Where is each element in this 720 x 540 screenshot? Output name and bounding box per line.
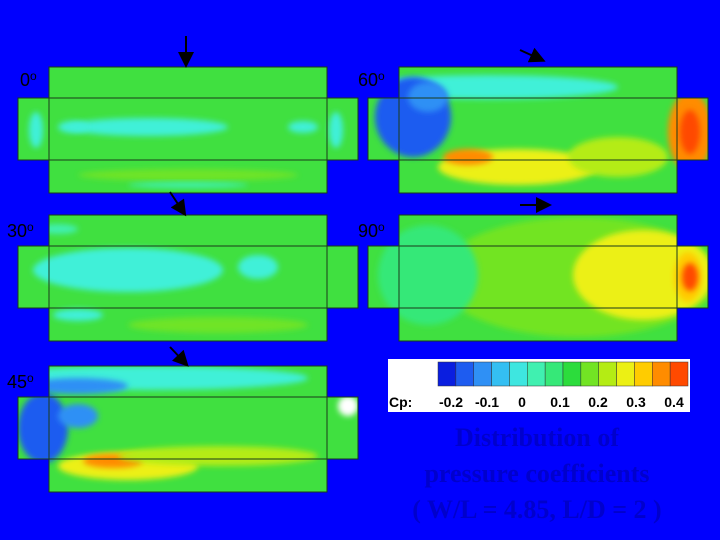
colorbar-band xyxy=(634,361,653,387)
angle-degree: o xyxy=(30,69,37,83)
colorbar-label: -0.2 xyxy=(439,394,463,410)
panel-edges xyxy=(398,245,678,309)
angle-value: 0 xyxy=(20,70,30,90)
angle-value: 45 xyxy=(7,372,27,392)
colorbar-band xyxy=(455,361,474,387)
contour-region xyxy=(288,121,318,133)
contour-region xyxy=(128,317,308,333)
colorbar-band xyxy=(669,361,689,387)
contour-region xyxy=(128,182,248,188)
colorbar-band xyxy=(544,361,564,387)
angle-label: 30o xyxy=(7,220,34,241)
colorbar-label: 0.4 xyxy=(664,394,684,410)
colorbar-band xyxy=(437,361,457,387)
angle-label: 90o xyxy=(358,220,385,241)
contour-region xyxy=(29,112,43,148)
colorbar-title: Cp: xyxy=(389,394,412,410)
colorbar-band xyxy=(652,361,671,387)
colorbar-band xyxy=(580,361,599,387)
colorbar-band xyxy=(491,361,510,387)
contour-region xyxy=(28,378,128,394)
panel-edges xyxy=(398,97,678,161)
contour-panel xyxy=(17,214,359,342)
contour-fill xyxy=(368,215,708,341)
contour-fill xyxy=(368,67,708,193)
contour-region xyxy=(78,169,298,181)
colorbar-band xyxy=(562,361,582,387)
contour-region xyxy=(58,121,88,133)
wind-arrow xyxy=(169,191,187,217)
angle-value: 90 xyxy=(358,221,378,241)
panel-edges xyxy=(48,97,328,161)
contour-region xyxy=(58,404,98,428)
contour-region xyxy=(329,112,343,148)
contour-region xyxy=(443,149,493,165)
contour-region xyxy=(378,225,478,325)
contour-region xyxy=(408,82,448,112)
contour-region xyxy=(33,248,223,292)
colorbar-band xyxy=(473,361,492,387)
caption-line: ( W/L = 4.85, L/D = 2 ) xyxy=(412,495,661,524)
angle-label: 45o xyxy=(7,371,34,392)
contour-region xyxy=(568,137,668,177)
angle-value: 30 xyxy=(7,221,27,241)
panel-edges xyxy=(48,396,328,460)
angle-value: 60 xyxy=(358,70,378,90)
contour-panel xyxy=(17,66,359,194)
contour-region xyxy=(573,230,708,320)
contour-region xyxy=(338,396,358,416)
contour-region xyxy=(18,393,68,463)
contour-region xyxy=(238,255,278,279)
caption-line: pressure coefficients xyxy=(424,459,649,488)
angle-label: 0o xyxy=(20,69,37,90)
colorbar-band xyxy=(509,361,528,387)
colorbar-band xyxy=(598,361,617,387)
wind-arrow xyxy=(169,346,189,367)
contour-region xyxy=(53,309,103,321)
angle-label: 60o xyxy=(358,69,385,90)
panel-edges xyxy=(48,245,328,309)
angle-degree: o xyxy=(27,220,34,234)
contour-region xyxy=(680,110,700,154)
colorbar-label: 0.2 xyxy=(588,394,608,410)
contour-panel xyxy=(367,214,709,342)
contour-panel xyxy=(17,365,359,493)
colorbar-band xyxy=(616,361,635,387)
angle-degree: o xyxy=(378,220,385,234)
colorbar-label: 0 xyxy=(518,394,526,410)
contour-region xyxy=(118,446,318,466)
contour-fill xyxy=(18,366,358,492)
angle-degree: o xyxy=(27,371,34,385)
contour-fill xyxy=(18,215,358,341)
colorbar-label: 0.3 xyxy=(626,394,646,410)
contour-region xyxy=(68,118,228,136)
colorbar-label: -0.1 xyxy=(475,394,499,410)
wind-arrow xyxy=(519,47,546,63)
angle-degree: o xyxy=(378,69,385,83)
colorbar-label: 0.1 xyxy=(550,394,570,410)
contour-panel xyxy=(367,66,709,194)
colorbar-band xyxy=(527,361,546,387)
contour-region xyxy=(682,263,698,291)
caption-line: Distribution of xyxy=(455,423,619,452)
contour-fill xyxy=(18,67,358,193)
